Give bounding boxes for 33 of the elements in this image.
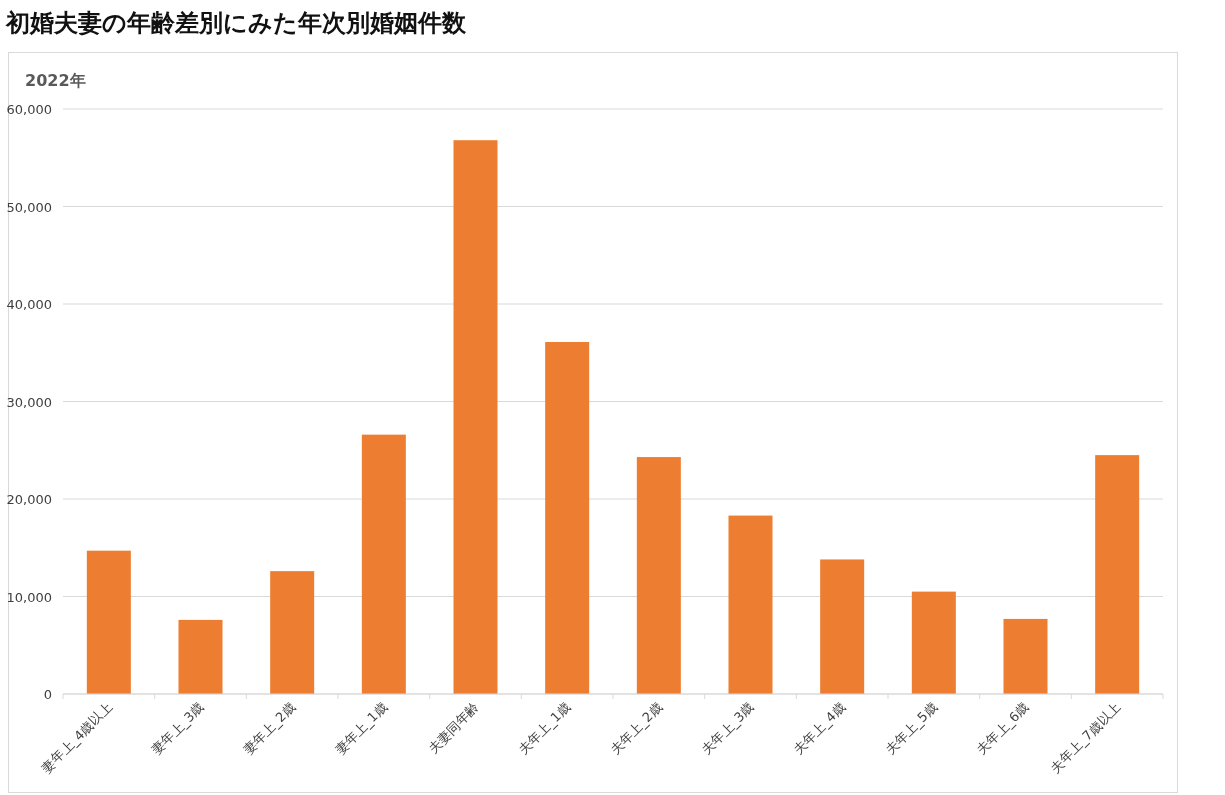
bar [361, 434, 406, 694]
bar [636, 457, 681, 694]
chart-subtitle: 2022年 [25, 71, 86, 90]
x-tick-label: 夫妻同年齢 [425, 699, 482, 757]
chart-title: 初婚夫妻の年齢差別にみた年次別婚姻件数 [5, 9, 467, 37]
y-tick-label: 0 [43, 687, 52, 702]
x-tick-label: 夫年上_7歳以上 [1047, 699, 1124, 776]
x-tick-label: 妻年上_2歳 [240, 699, 299, 758]
bar [1095, 455, 1140, 694]
x-tick-label: 夫年上_2歳 [607, 699, 665, 758]
x-tick-label: 妻年上_4歳以上 [38, 699, 115, 776]
bar [270, 571, 315, 694]
bar [453, 140, 498, 694]
y-tick-label: 10,000 [6, 589, 52, 605]
bar [545, 342, 590, 694]
bar [86, 550, 131, 694]
bar [1003, 618, 1048, 694]
y-tick-label: 60,000 [6, 102, 52, 117]
x-tick-label: 夫年上_1歳 [515, 699, 574, 758]
y-tick-label: 40,000 [6, 297, 52, 312]
bar [728, 515, 773, 694]
x-tick-label: 夫年上_5歳 [882, 699, 940, 758]
x-tick-label: 妻年上_3歳 [148, 699, 207, 758]
y-tick-label: 20,000 [6, 492, 52, 507]
bar [911, 591, 956, 694]
x-tick-label: 夫年上_4歳 [790, 699, 849, 758]
x-tick-label: 夫年上_3歳 [698, 699, 757, 758]
y-tick-label: 50,000 [6, 199, 52, 215]
x-tick-label: 妻年上_1歳 [332, 699, 390, 758]
bar [820, 559, 865, 694]
x-tick-label: 夫年上_6歳 [973, 699, 1032, 758]
bar [178, 619, 223, 694]
y-tick-label: 30,000 [6, 394, 52, 410]
